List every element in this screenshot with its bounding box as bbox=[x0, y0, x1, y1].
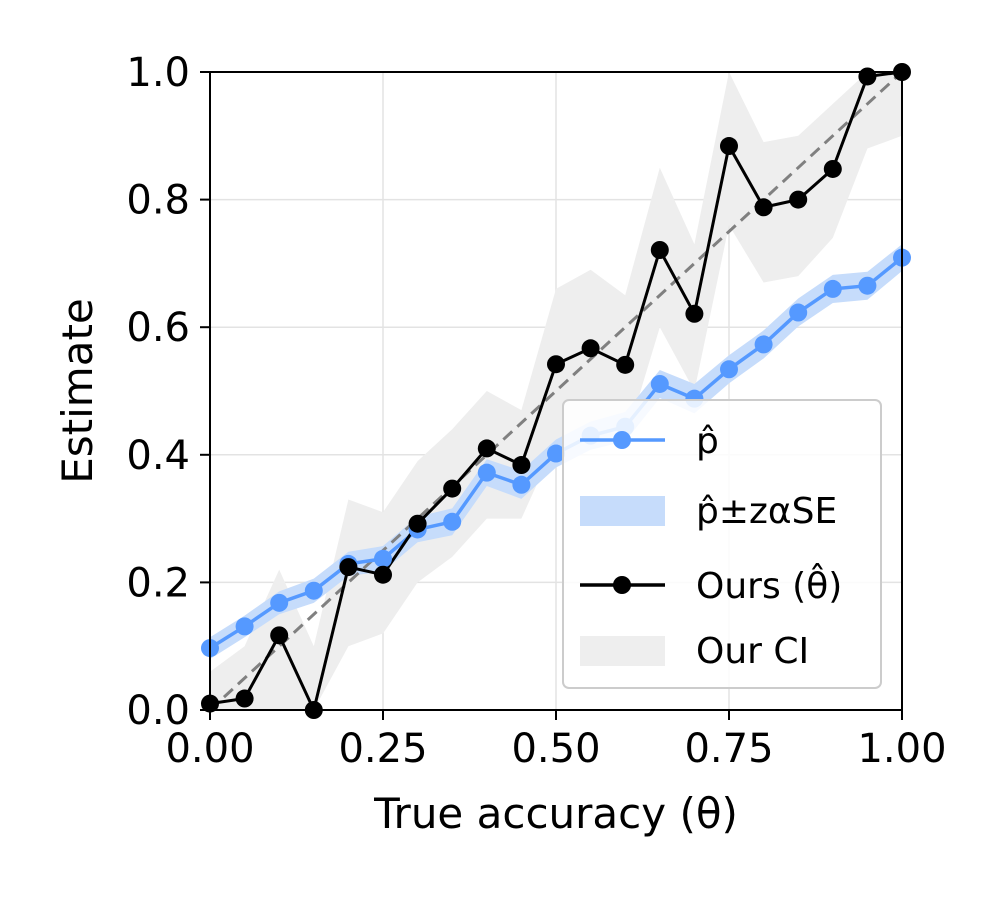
x-tick-label: 1.00 bbox=[857, 726, 946, 772]
data-point-p-hat bbox=[374, 549, 392, 568]
legend-item: Our CI bbox=[580, 631, 809, 672]
x-tick-label: 0.50 bbox=[511, 726, 600, 772]
x-tick-label: 0.25 bbox=[338, 726, 427, 772]
legend-label: p̂ bbox=[696, 421, 719, 462]
data-point-ours bbox=[650, 241, 669, 260]
data-point-ours bbox=[754, 198, 773, 217]
x-tick-label: 0.00 bbox=[165, 726, 254, 772]
data-point-p-hat bbox=[789, 303, 808, 322]
data-point-p-hat bbox=[720, 360, 738, 379]
y-tick-label: 0.8 bbox=[126, 178, 190, 224]
legend-marker bbox=[613, 431, 631, 449]
x-axis: 0.00 0.25 0.50 0.75 1.00 bbox=[165, 710, 947, 772]
data-point-ours bbox=[270, 626, 289, 645]
y-axis: 0.0 0.2 0.4 0.6 0.8 1.0 bbox=[126, 50, 210, 734]
y-tick-label: 0.6 bbox=[126, 305, 190, 351]
data-point-ours bbox=[408, 514, 427, 533]
legend-label: Ours (θ̂) bbox=[696, 562, 842, 607]
data-point-ours bbox=[443, 479, 462, 498]
data-point-ours bbox=[339, 558, 358, 577]
data-point-ours bbox=[616, 355, 635, 374]
data-point-ours bbox=[512, 456, 531, 475]
data-point-p-hat bbox=[754, 335, 773, 354]
reference-line bbox=[208, 70, 904, 712]
legend-item: p̂±zαSE bbox=[580, 491, 837, 532]
data-point-ours bbox=[789, 190, 808, 209]
x-tick-label: 0.75 bbox=[684, 726, 773, 772]
data-point-p-hat bbox=[650, 374, 669, 393]
data-point-p-hat bbox=[477, 463, 496, 482]
legend-marker bbox=[613, 576, 631, 594]
y-tick-label: 1.0 bbox=[126, 50, 190, 96]
legend-box bbox=[562, 399, 882, 689]
legend-item: p̂ bbox=[580, 421, 719, 462]
data-point-p-hat bbox=[270, 593, 289, 612]
data-point-ours bbox=[477, 439, 496, 458]
y-tick-label: 0.0 bbox=[126, 688, 190, 734]
data-point-ours bbox=[685, 304, 704, 323]
data-point-p-hat bbox=[304, 581, 323, 600]
diagonal-reference-line bbox=[208, 70, 904, 712]
data-point-ours bbox=[823, 159, 842, 178]
data-point-ours bbox=[235, 689, 254, 708]
legend-patch bbox=[580, 496, 665, 526]
data-point-p-hat bbox=[235, 617, 254, 636]
data-point-ours bbox=[858, 67, 877, 86]
legend-item: Ours (θ̂) bbox=[580, 562, 842, 607]
data-point-ours bbox=[547, 355, 565, 374]
data-point-p-hat bbox=[512, 475, 531, 494]
legend-label: p̂±zαSE bbox=[696, 491, 837, 532]
data-point-p-hat bbox=[858, 276, 877, 295]
data-point-p-hat bbox=[823, 279, 842, 298]
y-axis-label: Estimate bbox=[53, 298, 102, 484]
y-tick-label: 0.4 bbox=[126, 433, 190, 479]
legend-label: Our CI bbox=[696, 631, 809, 672]
legend: p̂ p̂±zαSE Ours (θ̂) Our CI bbox=[562, 399, 882, 689]
legend-patch bbox=[580, 636, 665, 666]
data-point-p-hat bbox=[547, 444, 565, 463]
x-axis-label: True accuracy (θ) bbox=[373, 789, 738, 838]
y-tick-label: 0.2 bbox=[126, 560, 190, 606]
data-point-ours bbox=[374, 565, 392, 584]
data-point-p-hat bbox=[443, 512, 462, 531]
data-point-ours bbox=[720, 137, 738, 156]
data-point-ours bbox=[581, 339, 600, 358]
